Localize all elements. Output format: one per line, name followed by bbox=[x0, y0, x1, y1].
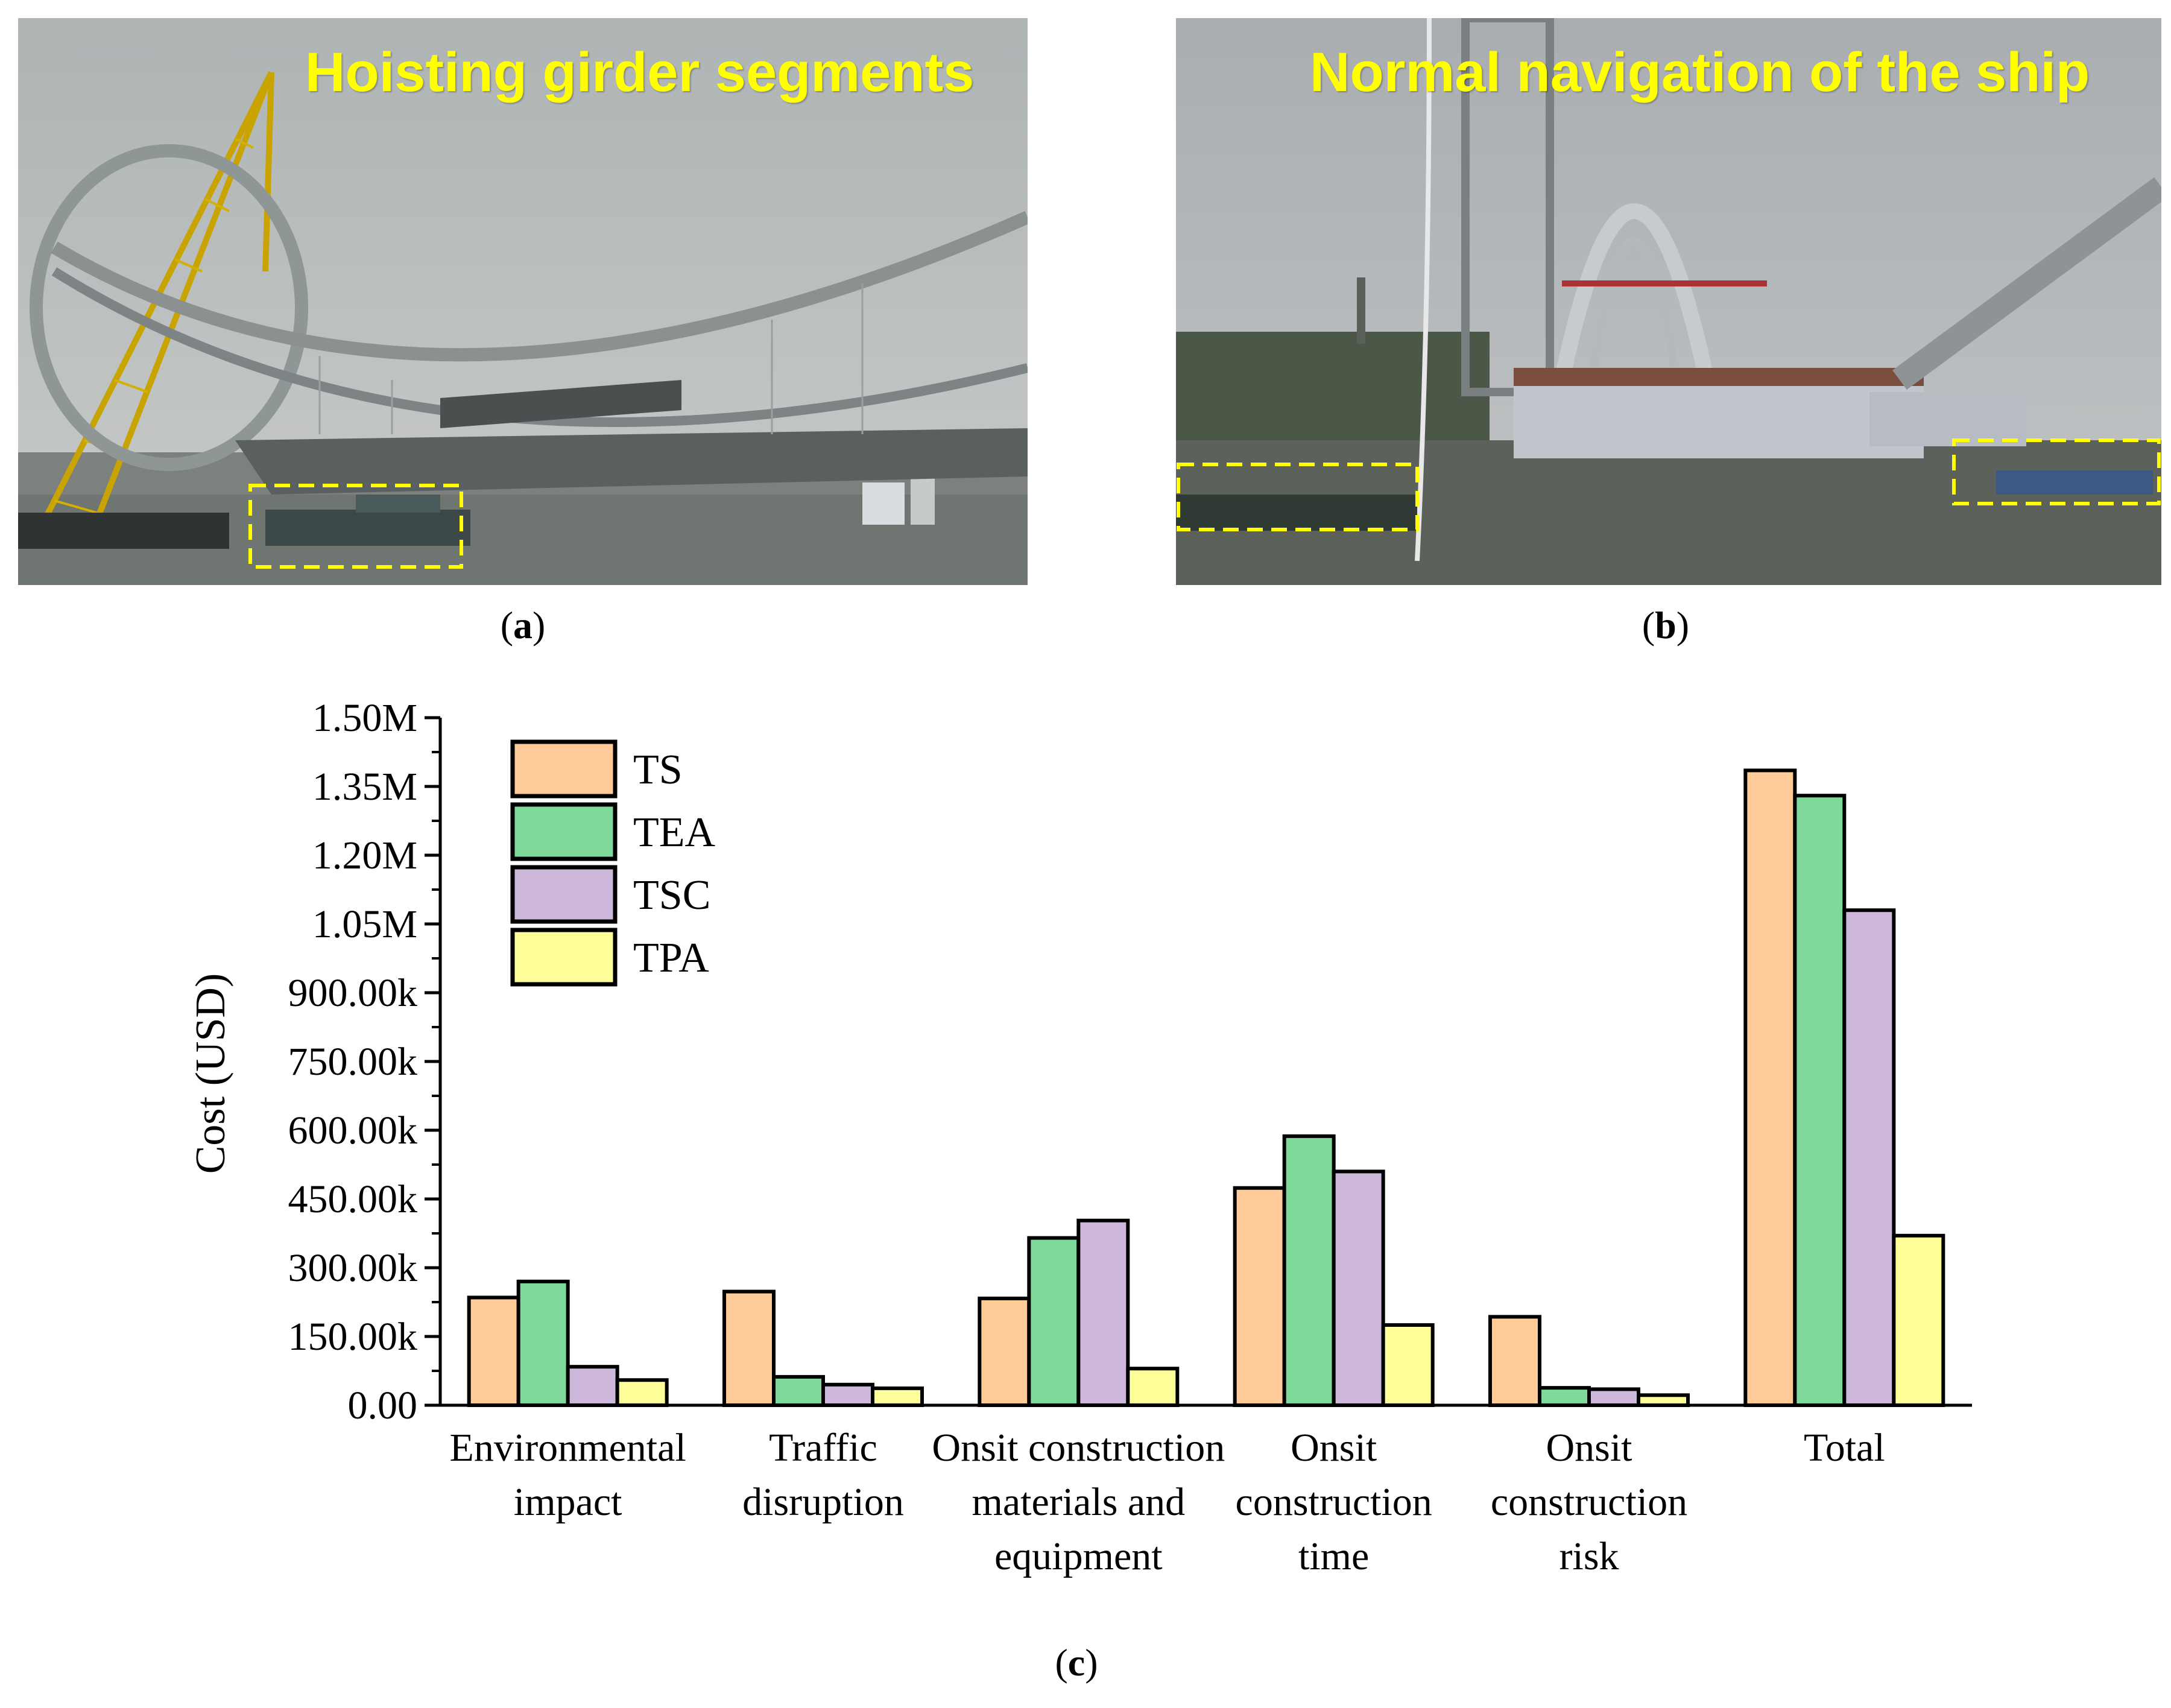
bar-tpa-3 bbox=[1381, 1323, 1435, 1407]
photo-caption-a: Hoisting girder segments bbox=[305, 42, 975, 103]
bar-ts-1 bbox=[722, 1289, 776, 1408]
bar-tea-2 bbox=[1027, 1236, 1081, 1407]
y-tick-label: 600.00k bbox=[288, 1109, 418, 1153]
photo-ship-navigation: Normal navigation of the ship bbox=[1176, 18, 2161, 585]
bar-tsc-2 bbox=[1076, 1218, 1130, 1407]
panel-label-a: (a) bbox=[500, 604, 546, 647]
x-category-label: Traffic bbox=[769, 1426, 877, 1470]
bar-tsc-5 bbox=[1842, 908, 1896, 1407]
y-tick-label: 450.00k bbox=[288, 1177, 418, 1221]
bar-ts-3 bbox=[1233, 1186, 1286, 1407]
x-category-label: construction bbox=[1491, 1480, 1687, 1524]
y-tick-label: 900.00k bbox=[288, 971, 418, 1015]
x-category-label: Onsit bbox=[1291, 1426, 1377, 1470]
x-category-label: impact bbox=[514, 1480, 622, 1524]
bar-tsc-4 bbox=[1587, 1387, 1640, 1408]
x-category-label: materials and bbox=[972, 1480, 1185, 1524]
bar-tpa-1 bbox=[871, 1386, 924, 1408]
bar-tsc-1 bbox=[821, 1382, 874, 1408]
bar-tpa-2 bbox=[1126, 1367, 1180, 1407]
bar-tea-0 bbox=[516, 1279, 570, 1408]
bar-ts-0 bbox=[467, 1295, 520, 1408]
y-tick-label: 1.05M bbox=[312, 902, 417, 946]
bar-tpa-5 bbox=[1892, 1233, 1945, 1407]
y-tick-label: 1.35M bbox=[312, 765, 417, 809]
bar-tsc-3 bbox=[1332, 1169, 1385, 1408]
x-category-label: Onsit bbox=[1546, 1426, 1632, 1470]
photo-a-scene bbox=[18, 18, 1028, 585]
bar-ts-4 bbox=[1488, 1315, 1541, 1407]
photo-b-scene bbox=[1176, 18, 2161, 585]
x-category-label: Environmental bbox=[450, 1426, 686, 1470]
y-tick-label: 1.50M bbox=[312, 696, 417, 740]
panel-label-c: (c) bbox=[1055, 1641, 1098, 1684]
ship-highlight-box-b-right bbox=[1952, 438, 2161, 505]
x-category-label: risk bbox=[1560, 1534, 1619, 1578]
x-category-label: construction bbox=[1236, 1480, 1432, 1524]
x-category-label: Total bbox=[1804, 1426, 1885, 1470]
bar-tpa-4 bbox=[1637, 1393, 1690, 1408]
bar-tsc-0 bbox=[566, 1365, 619, 1408]
legend-swatch-tsc bbox=[510, 865, 618, 924]
ship-highlight-box-b-left bbox=[1177, 463, 1419, 531]
bar-ts-2 bbox=[978, 1296, 1031, 1408]
photo-hoisting-girder: Hoisting girder segments bbox=[18, 18, 1028, 585]
bar-tea-4 bbox=[1538, 1386, 1591, 1407]
x-category-label: disruption bbox=[742, 1480, 904, 1524]
legend-label-tsc: TSC bbox=[633, 872, 710, 919]
x-category-label: time bbox=[1298, 1534, 1369, 1578]
ship-highlight-box-a bbox=[248, 484, 463, 569]
y-tick-label: 1.20M bbox=[312, 833, 417, 878]
legend-swatch-tpa bbox=[510, 928, 618, 987]
bar-tea-3 bbox=[1282, 1134, 1336, 1407]
bar-tpa-0 bbox=[615, 1378, 669, 1407]
legend-label-tpa: TPA bbox=[633, 935, 709, 981]
bar-ts-5 bbox=[1743, 768, 1797, 1407]
y-tick-label: 300.00k bbox=[288, 1246, 418, 1290]
x-category-label: Onsit construction bbox=[932, 1426, 1225, 1470]
legend-label-tea: TEA bbox=[633, 809, 716, 856]
legend-label-ts: TS bbox=[633, 747, 683, 793]
x-category-label: equipment bbox=[994, 1534, 1163, 1578]
photo-caption-b: Normal navigation of the ship bbox=[1310, 42, 2090, 103]
y-tick-label: 0.00 bbox=[348, 1384, 418, 1428]
y-axis-title: Cost (USD) bbox=[188, 973, 234, 1174]
legend-swatch-tea bbox=[510, 802, 618, 861]
panel-label-b: (b) bbox=[1642, 604, 1690, 647]
y-tick-label: 150.00k bbox=[288, 1315, 418, 1359]
y-tick-label: 750.00k bbox=[288, 1040, 418, 1084]
legend-swatch-ts bbox=[510, 739, 618, 799]
bar-chart-costs: 0.00 150.00k 300.00k 450.00k 600.00k 750.00k 9… bbox=[188, 696, 1972, 1578]
bar-tea-5 bbox=[1793, 794, 1847, 1407]
bar-tea-1 bbox=[772, 1374, 825, 1408]
